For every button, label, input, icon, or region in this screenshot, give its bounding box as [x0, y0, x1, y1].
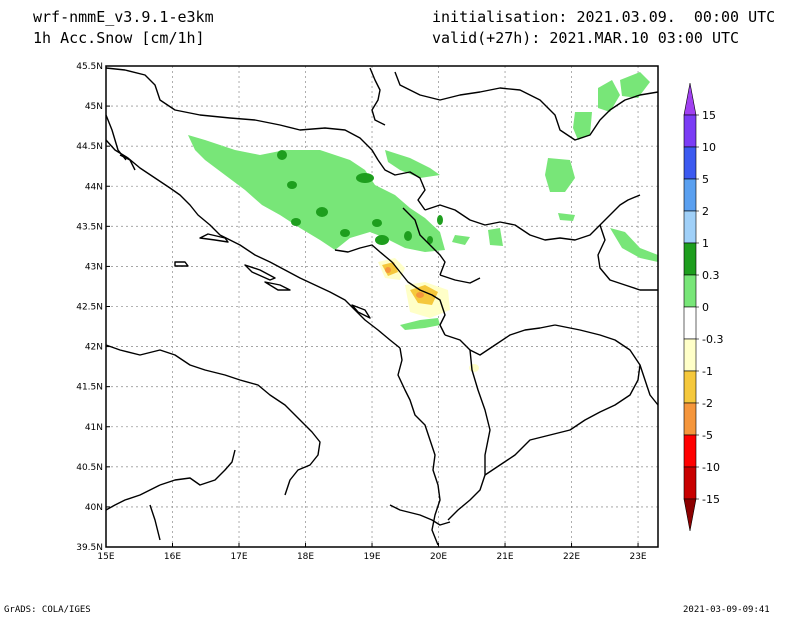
colorbar-label: -10 [702, 461, 720, 474]
colorbar-segment [683, 242, 697, 276]
lat-tick-label: 40.5N [76, 463, 103, 473]
colorbar-segment [683, 402, 697, 436]
field-name: 1h Acc.Snow [cm/1h] [33, 29, 205, 47]
colorbar-segment [683, 306, 697, 340]
colorbar-label: 1 [702, 237, 709, 250]
colorbar-segment [683, 210, 697, 244]
lon-tick-label: 15E [97, 552, 114, 562]
lat-tick-label: 45N [85, 102, 103, 112]
colorbar-label: 2 [702, 205, 709, 218]
lat-tick-label: 43.5N [76, 222, 103, 232]
colorbar-segment [683, 146, 697, 180]
lat-tick-label: 43N [85, 262, 103, 272]
colorbar-label: 5 [702, 173, 709, 186]
colorbar-segment [683, 178, 697, 212]
lat-tick-label: 44N [85, 182, 103, 192]
colorbar-label: -5 [702, 429, 713, 442]
lat-tick-label: 44.5N [76, 142, 103, 152]
lat-tick-label: 42N [85, 343, 103, 353]
colorbar-segment [683, 370, 697, 404]
model-name: wrf-nmmE_v3.9.1-e3km [33, 8, 214, 26]
snow-field-positive [188, 72, 658, 330]
colorbar-bottom-arrow [683, 498, 697, 532]
lat-tick-label: 41N [85, 423, 103, 433]
coastlines-borders [105, 67, 659, 546]
colorbar-label: -15 [702, 493, 720, 506]
lat-tick-label: 40N [85, 503, 103, 513]
lon-tick-label: 23E [629, 552, 646, 562]
init-time: initialisation: 2021.03.09. 00:00 UTC [432, 8, 776, 26]
lon-tick-labels: 15E 16E 17E 18E 19E 20E 21E 22E 23E [97, 552, 647, 562]
colorbar-label: -1 [702, 365, 713, 378]
lon-tick-label: 21E [496, 552, 513, 562]
lon-tick-label: 22E [563, 552, 580, 562]
valid-time: valid(+27h): 2021.MAR.10 03:00 UTC [432, 29, 740, 47]
lon-tick-label: 18E [297, 552, 314, 562]
lat-tick-label: 45.5N [76, 62, 103, 72]
colorbar-segment [683, 466, 697, 500]
lat-tick-label: 42.5N [76, 303, 103, 313]
footer-timestamp: 2021-03-09-09:41 [683, 605, 770, 615]
map-frame [105, 65, 659, 548]
colorbar-segment [683, 434, 697, 468]
colorbar-label: 15 [702, 109, 716, 122]
lon-tick-label: 20E [430, 552, 447, 562]
colorbar-segment [683, 274, 697, 308]
colorbar-segment [683, 338, 697, 372]
colorbar-segment [683, 114, 697, 148]
lon-tick-label: 17E [230, 552, 247, 562]
footer-credit: GrADS: COLA/IGES [4, 605, 91, 615]
colorbar-top-arrow [683, 82, 697, 116]
lon-tick-label: 16E [164, 552, 181, 562]
colorbar-label: 0.3 [702, 269, 720, 282]
colorbar-label: 10 [702, 141, 716, 154]
snow-field-negative [378, 258, 479, 372]
colorbar-label: 0 [702, 301, 709, 314]
colorbar-label: -2 [702, 397, 713, 410]
lat-tick-labels: 45.5N 45N 44.5N 44N 43.5N 43N 42.5N 42N 41.5N 41N… [76, 62, 103, 553]
lon-tick-label: 19E [363, 552, 380, 562]
colorbar: 15 10 5 2 1 0.3 0 -0.3 -1 -2 -5 -10 -15 [683, 82, 723, 532]
colorbar-label: -0.3 [702, 333, 723, 346]
lat-tick-label: 41.5N [76, 383, 103, 393]
lat-lon-grid [105, 65, 658, 548]
lat-tick-label: 39.5N [76, 543, 103, 553]
